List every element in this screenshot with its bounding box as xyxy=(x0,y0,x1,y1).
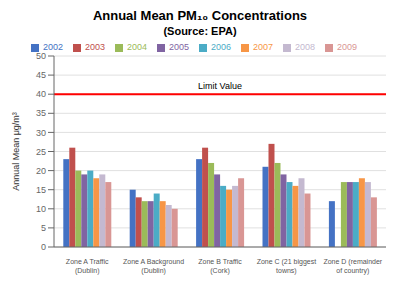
html-text:2005: 2005 xyxy=(169,42,189,52)
svg-text:Zone D (remainderof country): Zone D (remainderof country) xyxy=(323,258,382,275)
svg-text:45: 45 xyxy=(36,70,46,80)
svg-text:25: 25 xyxy=(36,147,46,157)
html-text:2008: 2008 xyxy=(295,42,316,52)
svg-text:50: 50 xyxy=(36,51,46,61)
html-text:2004: 2004 xyxy=(126,42,147,52)
svg-text:5: 5 xyxy=(41,223,46,233)
html-text:2002: 2002 xyxy=(42,42,63,52)
html-text:2003: 2003 xyxy=(84,42,105,52)
html-text:2007: 2007 xyxy=(253,42,274,52)
html-text:2006: 2006 xyxy=(211,42,231,52)
svg-text:Zone B Traffic(Cork): Zone B Traffic(Cork) xyxy=(198,258,242,275)
svg-text:Annual Mean μg/m³: Annual Mean μg/m³ xyxy=(11,112,21,191)
svg-text:0: 0 xyxy=(41,242,46,252)
svg-text:Limit Value: Limit Value xyxy=(198,81,242,91)
svg-text:35: 35 xyxy=(36,108,46,118)
svg-text:Zone C (21 biggesttowns): Zone C (21 biggesttowns) xyxy=(257,258,317,275)
svg-text:30: 30 xyxy=(36,128,46,138)
html-text:2009: 2009 xyxy=(337,42,358,52)
html-text:Annual Mean PM₁₀ Concentration: Annual Mean PM₁₀ Concentrations xyxy=(92,8,308,23)
html-text:(Source: EPA): (Source: EPA) xyxy=(163,25,237,37)
svg-text:10: 10 xyxy=(36,204,46,214)
svg-text:20: 20 xyxy=(36,166,46,176)
svg-text:Zone A Traffic(Dublin): Zone A Traffic(Dublin) xyxy=(66,258,109,275)
svg-text:40: 40 xyxy=(36,89,46,99)
svg-text:Zone A Background(Dublin): Zone A Background(Dublin) xyxy=(123,258,184,275)
svg-text:15: 15 xyxy=(36,185,46,195)
